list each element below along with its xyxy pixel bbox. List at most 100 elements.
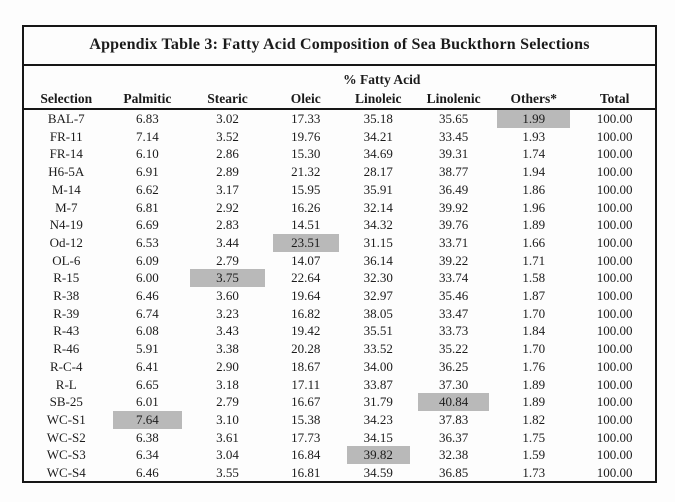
value-cell: 7.64 bbox=[109, 410, 187, 429]
cell-value: 18.67 bbox=[291, 358, 321, 374]
value-cell: 100.00 bbox=[574, 429, 655, 447]
cell-value: 1.70 bbox=[522, 305, 546, 321]
cell-value: 100.00 bbox=[596, 164, 633, 180]
value-cell: 15.30 bbox=[269, 145, 343, 163]
cell-value: 6.41 bbox=[135, 358, 159, 374]
cell-value: 100.00 bbox=[596, 305, 633, 321]
value-cell: 100.00 bbox=[574, 216, 655, 234]
cell-value: FR-11 bbox=[49, 128, 83, 144]
table-header: % Fatty Acid Selection Palmitic Stearic … bbox=[24, 66, 655, 110]
value-cell: 33.73 bbox=[414, 322, 494, 340]
cell-value: 3.18 bbox=[216, 376, 239, 392]
value-cell: 6.81 bbox=[109, 199, 187, 217]
value-cell: 6.65 bbox=[109, 376, 187, 394]
cell-value: BAL-7 bbox=[47, 111, 85, 126]
cell-value: 16.82 bbox=[291, 305, 321, 321]
highlighted-value: 1.99 bbox=[497, 110, 571, 128]
value-cell: 3.23 bbox=[186, 305, 269, 323]
cell-value: 17.73 bbox=[291, 429, 321, 445]
cell-value: 36.85 bbox=[439, 465, 469, 481]
cell-value: 100.00 bbox=[596, 394, 633, 410]
cell-value: 100.00 bbox=[596, 323, 633, 339]
value-cell: 100.00 bbox=[574, 199, 655, 217]
highlighted-value: 39.82 bbox=[346, 446, 410, 465]
cell-value: R-46 bbox=[53, 341, 80, 357]
cell-value: 33.87 bbox=[363, 376, 393, 392]
value-cell: 1.66 bbox=[493, 234, 574, 252]
cell-value: FR-14 bbox=[49, 146, 83, 162]
value-cell: 3.52 bbox=[186, 128, 269, 146]
cell-value: 14.07 bbox=[291, 252, 321, 268]
table-row: R-46 5.91 3.38 20.28 33.52 35.22 1.70 100.00 bbox=[24, 340, 655, 358]
cell-value: 36.37 bbox=[439, 429, 469, 445]
value-cell: 39.76 bbox=[414, 216, 494, 234]
cell-value: 17.11 bbox=[291, 376, 321, 392]
selection-cell: R-43 bbox=[24, 322, 109, 340]
cell-value: 20.28 bbox=[291, 341, 321, 357]
table-row: R-15 6.00 3.75 22.64 32.30 33.74 1.58 100.00 bbox=[24, 269, 655, 288]
table-row: BAL-7 6.83 3.02 17.33 35.18 35.65 1.99 100.00 bbox=[24, 109, 655, 128]
selection-cell: WC-S1 bbox=[24, 411, 109, 429]
cell-value: 2.86 bbox=[216, 146, 239, 162]
cell-value: 35.46 bbox=[439, 288, 469, 304]
cell-value: 6.38 bbox=[135, 429, 159, 445]
cell-value: 19.64 bbox=[291, 288, 321, 304]
value-cell: 6.08 bbox=[109, 322, 187, 340]
cell-value: 3.23 bbox=[216, 305, 239, 321]
cell-value: 2.89 bbox=[216, 164, 239, 180]
group-header-label: % Fatty Acid bbox=[343, 72, 421, 87]
value-cell: 1.89 bbox=[493, 376, 574, 394]
table-row: FR-11 7.14 3.52 19.76 34.21 33.45 1.93 100.00 bbox=[24, 128, 655, 146]
cell-value: 33.74 bbox=[439, 270, 469, 286]
cell-value: 6.34 bbox=[135, 447, 159, 463]
value-cell: 1.58 bbox=[493, 269, 574, 287]
cell-value: 35.91 bbox=[363, 181, 393, 197]
cell-value: 3.60 bbox=[216, 288, 239, 304]
cell-value: 14.51 bbox=[291, 217, 321, 233]
cell-value: 35.51 bbox=[363, 323, 393, 339]
value-cell: 34.00 bbox=[343, 358, 414, 376]
value-cell: 31.79 bbox=[343, 393, 414, 411]
cell-value: 6.81 bbox=[135, 199, 159, 215]
column-header-total: Total bbox=[574, 89, 655, 110]
cell-value: 35.65 bbox=[439, 111, 469, 126]
value-cell: 35.65 bbox=[414, 109, 494, 128]
value-cell: 1.70 bbox=[493, 305, 574, 323]
cell-value: 16.67 bbox=[291, 394, 321, 410]
value-cell: 100.00 bbox=[574, 411, 655, 429]
cell-value: 34.59 bbox=[363, 465, 393, 481]
cell-value: 2.92 bbox=[216, 199, 239, 215]
value-cell: 38.05 bbox=[343, 305, 414, 323]
cell-value: 36.25 bbox=[439, 358, 469, 374]
column-header-linolenic: Linolenic bbox=[413, 89, 494, 110]
value-cell: 17.73 bbox=[269, 429, 343, 447]
cell-value: 39.31 bbox=[439, 146, 469, 162]
cell-value: 6.10 bbox=[135, 146, 159, 162]
highlighted-value: 3.75 bbox=[190, 269, 265, 288]
cell-value: 3.02 bbox=[216, 111, 239, 126]
cell-value: 6.00 bbox=[135, 270, 159, 286]
cell-value: 37.30 bbox=[439, 376, 469, 392]
cell-value: 31.79 bbox=[363, 394, 393, 410]
value-cell: 2.83 bbox=[186, 216, 269, 234]
value-cell: 6.34 bbox=[109, 446, 187, 464]
cell-value: R-C-4 bbox=[50, 358, 83, 374]
table-row: WC-S2 6.38 3.61 17.73 34.15 36.37 1.75 100.00 bbox=[24, 429, 655, 447]
cell-value: 1.58 bbox=[522, 270, 546, 286]
value-cell: 3.10 bbox=[186, 411, 269, 429]
highlighted-value: 40.84 bbox=[417, 393, 490, 411]
value-cell: 100.00 bbox=[574, 322, 655, 340]
value-cell: 23.51 bbox=[269, 233, 343, 252]
cell-value: 6.69 bbox=[135, 217, 159, 233]
value-cell: 35.51 bbox=[343, 322, 414, 340]
value-cell: 5.91 bbox=[109, 340, 187, 358]
value-cell: 36.25 bbox=[414, 358, 494, 376]
value-cell: 100.00 bbox=[574, 128, 655, 146]
value-cell: 16.84 bbox=[269, 446, 343, 464]
cell-value: 6.83 bbox=[135, 111, 159, 126]
value-cell: 3.44 bbox=[186, 234, 269, 252]
value-cell: 39.82 bbox=[343, 446, 414, 465]
cell-value: 35.22 bbox=[439, 341, 469, 357]
value-cell: 35.91 bbox=[343, 181, 414, 199]
